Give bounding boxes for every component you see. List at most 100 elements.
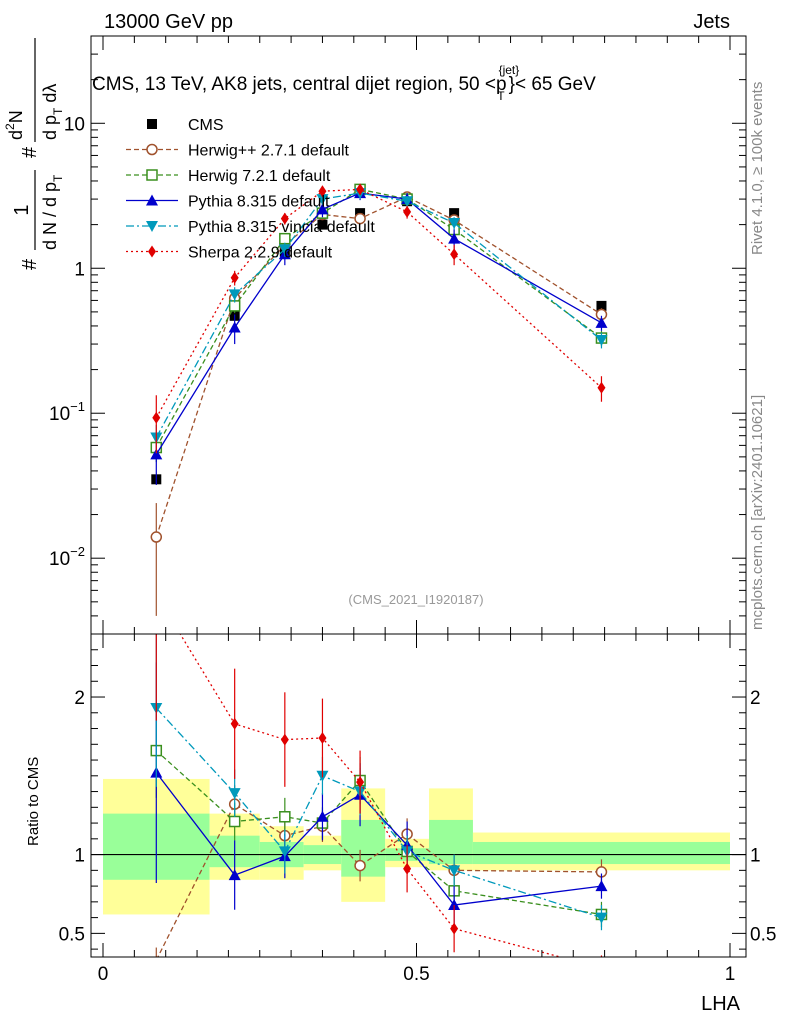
ratio-point-herwig7 — [279, 811, 291, 823]
legend-marker-herwig7 — [146, 169, 158, 181]
ratio-line-sherpa — [179, 634, 563, 957]
point-pythia — [595, 316, 608, 328]
ratio-line-pythia — [155, 772, 602, 906]
series-pythia — [150, 186, 608, 485]
point-sherpa — [356, 183, 365, 196]
series-cms — [151, 196, 607, 485]
ratio-ylabel: Ratio to CMS — [25, 757, 42, 846]
ylabel-denom2-end: dλ — [40, 84, 60, 108]
ratio-point-pythia — [448, 899, 461, 911]
ratio-ytick-label-right: 2 — [750, 688, 761, 709]
main-ytick-base: 10 — [49, 549, 70, 570]
svg-text:d pT dλ: d pT dλ — [40, 84, 65, 140]
point-cms — [596, 300, 607, 311]
ratio-ytick-label-right: 0.5 — [750, 924, 776, 945]
main-ytick-exp: −2 — [70, 544, 85, 559]
point-pythia — [228, 321, 241, 333]
header-left: 13000 GeV pp — [104, 11, 233, 33]
svg-text:#: # — [19, 146, 41, 158]
ratio-ytick-label-right: 1 — [750, 846, 761, 867]
ylabel-num-sup: 2 — [3, 123, 17, 130]
ylabel-num-end: N — [6, 110, 26, 123]
point-sherpa — [152, 411, 161, 424]
point-herwigpp — [150, 531, 163, 543]
legend-label: Pythia 8.315 vincia default — [188, 219, 375, 236]
band-inner — [429, 819, 473, 865]
ratio-point-vincia — [595, 912, 608, 924]
ylabel-hash1: # — [19, 258, 41, 270]
ratio-point-pythia — [228, 869, 241, 881]
main-ytick-base: 10 — [49, 404, 70, 425]
point-pythia — [448, 232, 461, 244]
point-vincia — [401, 196, 414, 208]
xtick-label: 0.5 — [403, 964, 429, 985]
main-ytick-exp: −1 — [70, 399, 85, 414]
point-sherpa — [597, 381, 606, 394]
ratio-ytick-label: 2 — [74, 688, 85, 709]
point-sherpa — [403, 205, 412, 218]
header-right: Jets — [693, 11, 730, 33]
ratio-point-sherpa — [280, 733, 289, 746]
legend-item-vincia: Pythia 8.315 vincia default — [126, 219, 375, 236]
point-sherpa — [450, 248, 459, 261]
point-cms — [317, 219, 328, 230]
xtick-label: 0 — [98, 964, 109, 985]
plot-title-sub: T — [497, 89, 505, 103]
main-ytick-label: 10−2 — [49, 544, 85, 570]
point-pythia — [150, 448, 163, 460]
legend-marker-vincia — [146, 221, 158, 232]
svg-text:#: # — [19, 258, 41, 270]
plot-title-end: }< 65 GeV — [509, 74, 596, 95]
ratio-point-vincia — [448, 865, 461, 877]
ylabel-denom-sub: T — [51, 174, 65, 182]
watermark: (CMS_2021_I1920187) — [348, 592, 483, 607]
legend-item-herwigpp: Herwig++ 2.7.1 default — [126, 143, 350, 160]
ratio-point-sherpa — [450, 922, 459, 935]
xtick-label: 1 — [725, 964, 736, 985]
legend-item-cms: CMS — [147, 117, 224, 134]
ratio-line-herwig7 — [155, 750, 602, 916]
rivet-label: Rivet 4.1.0, ≥ 100k events — [749, 82, 766, 255]
point-pythia — [316, 203, 329, 215]
ratio-line-vincia — [155, 707, 602, 919]
point-vincia — [595, 334, 608, 346]
point-sherpa — [318, 185, 327, 198]
legend-marker-sherpa — [148, 245, 156, 258]
main-ytick-label: 1 — [74, 259, 85, 280]
ratio-frame — [90, 633, 747, 958]
legend-label: Sherpa 2.2.9 default — [188, 245, 333, 262]
legend-item-sherpa: Sherpa 2.2.9 default — [126, 245, 333, 262]
legend-marker-pythia — [146, 194, 158, 206]
plot-title-main: CMS, 13 TeV, AK8 jets, central dijet reg… — [92, 74, 507, 95]
point-vincia — [228, 289, 241, 301]
legend-label: Herwig 7.2.1 default — [188, 168, 331, 185]
legend-marker-herwigpp — [146, 143, 158, 156]
ratio-series-sherpa — [155, 634, 603, 957]
ratio-point-vincia — [278, 846, 291, 858]
ylabel-denom2: d p — [40, 115, 60, 140]
ratio-point-sherpa — [318, 731, 327, 744]
point-herwigpp — [354, 212, 366, 225]
legend-marker-cms — [147, 119, 157, 129]
x-axis-label: LHA — [701, 993, 741, 1015]
ratio-point-vincia — [228, 788, 241, 800]
ratio-plot: 2 2 1 1 0.5 0.5 0 0.5 1 — [59, 633, 776, 985]
series-line-pythia — [155, 192, 602, 455]
legend-label: Pythia 8.315 default — [188, 194, 330, 211]
ylabel-denom2-sub: T — [51, 107, 65, 115]
svg-text:d N / d pT: d N / d pT — [40, 174, 65, 250]
ylabel-one: 1 — [11, 204, 33, 215]
series-line-herwigpp — [155, 196, 602, 538]
ratio-bands — [103, 778, 730, 915]
plot-title: CMS, 13 TeV, AK8 jets, central dijet reg… — [92, 63, 596, 103]
legend-item-pythia: Pythia 8.315 default — [126, 194, 330, 211]
point-vincia — [448, 218, 461, 230]
main-ylabel: # 1 d N / d pT # d2N d pT dλ — [3, 38, 65, 270]
ratio-point-pythia — [316, 810, 329, 822]
point-vincia — [278, 244, 291, 256]
ratio-series — [150, 634, 608, 957]
main-ytick-label: 10 — [64, 114, 85, 135]
point-sherpa — [280, 212, 289, 225]
plot-title-sup: {jet} — [499, 63, 520, 77]
